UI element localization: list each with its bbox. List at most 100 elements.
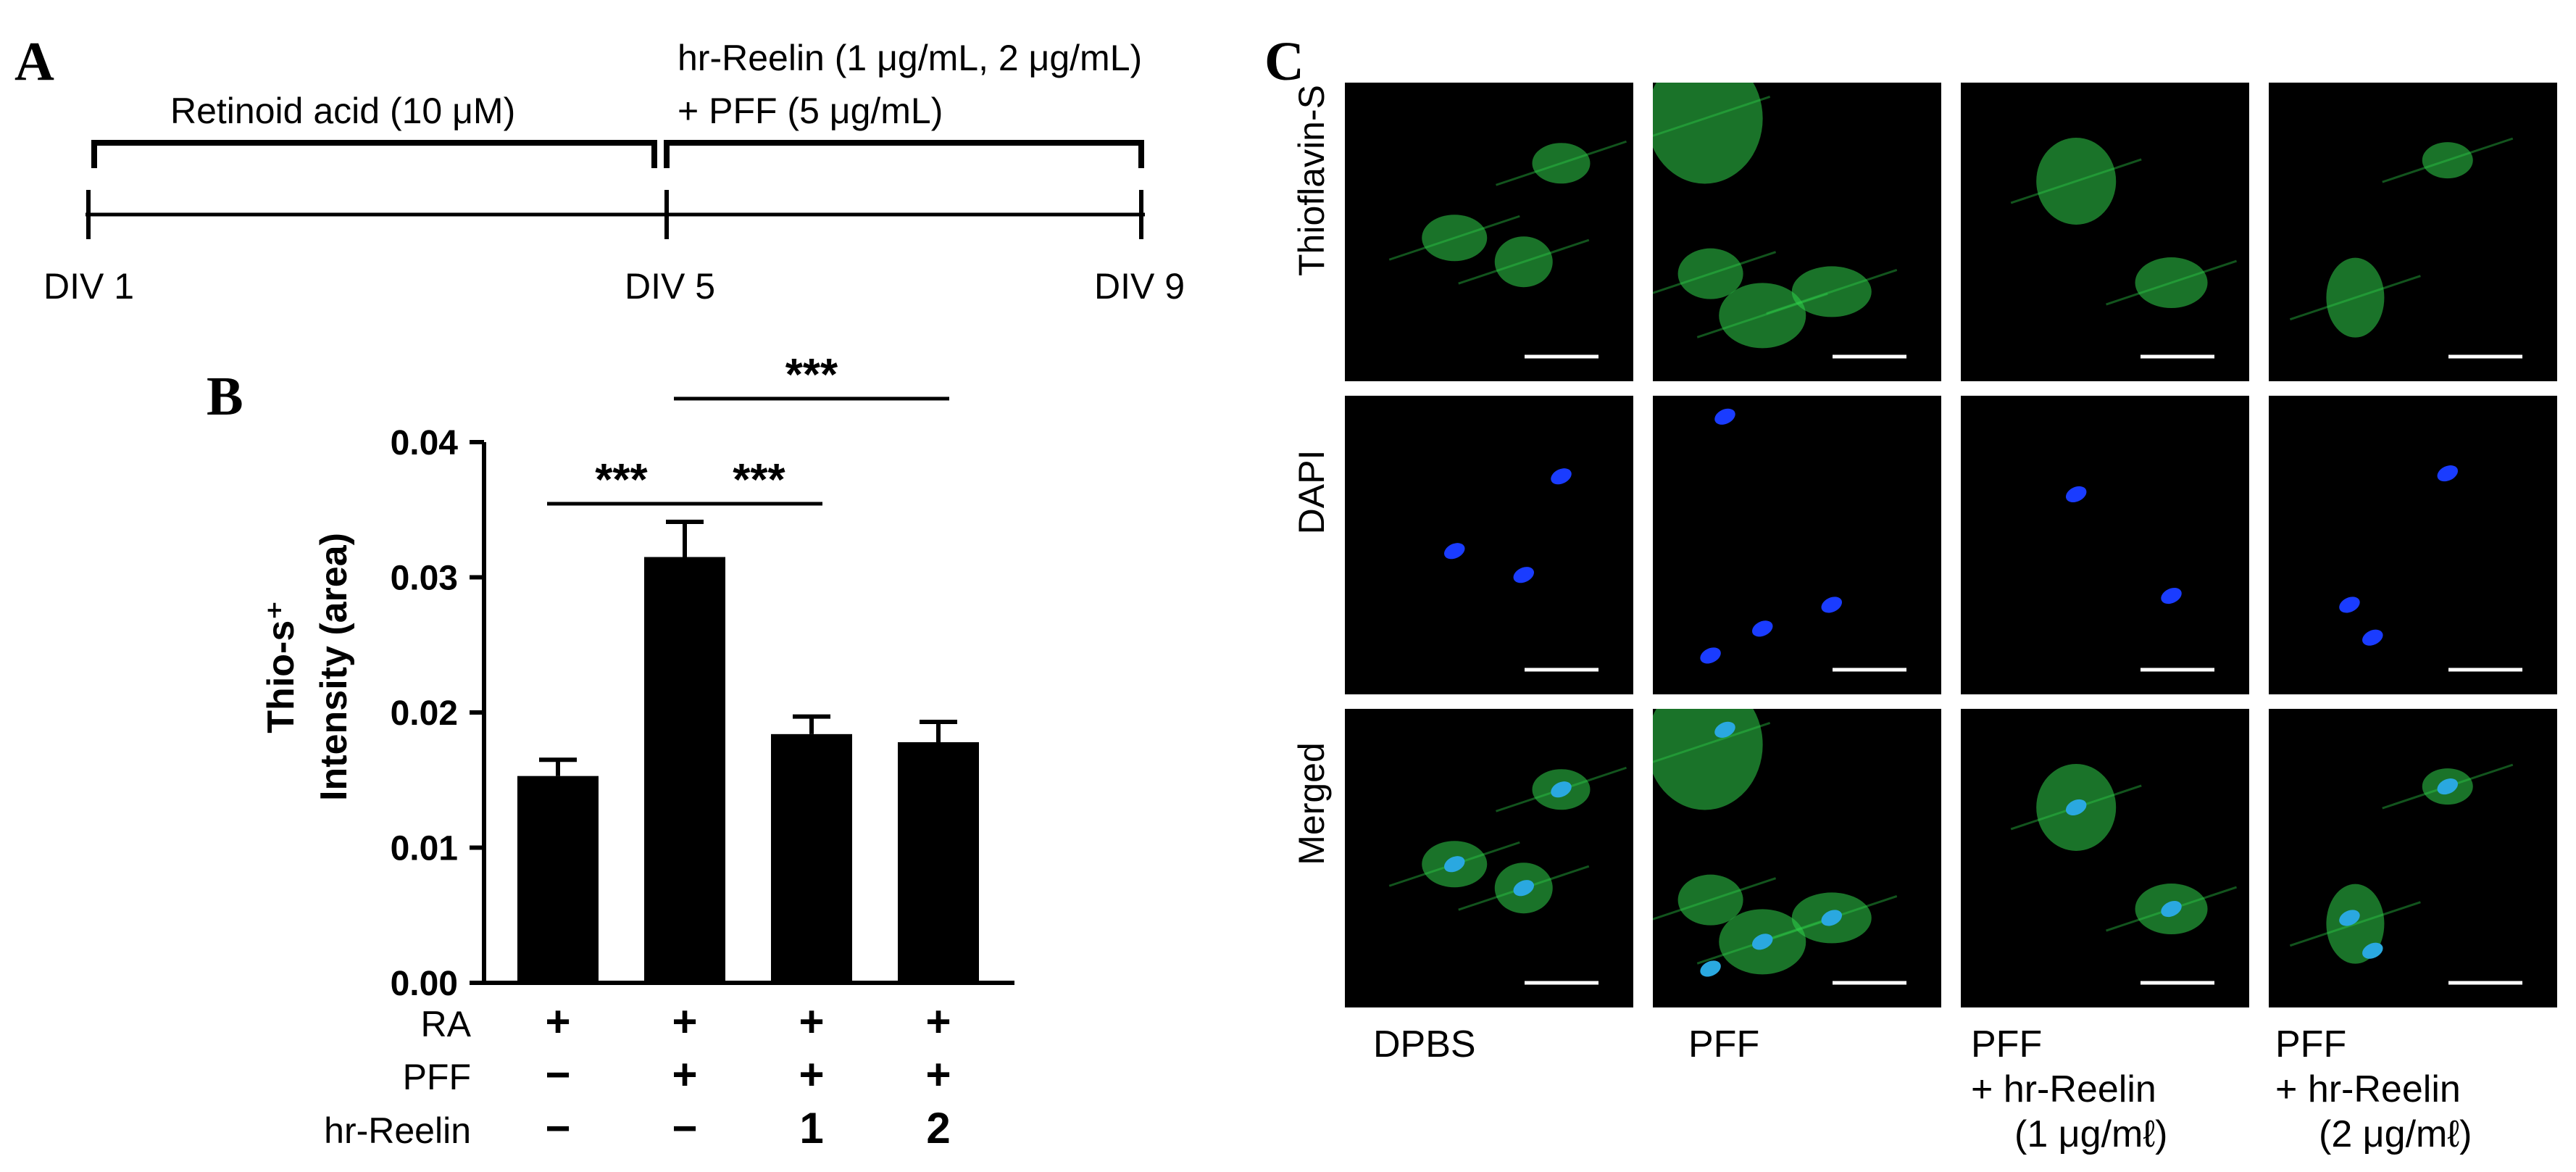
nucleus	[1752, 934, 1773, 950]
tick-label-div1: DIV 1	[43, 266, 134, 307]
cell-body	[2422, 142, 2473, 179]
condition-mark: −	[545, 1104, 570, 1152]
nucleus	[2362, 629, 2383, 646]
nucleus	[2437, 465, 2458, 482]
ra-label: Retinoid acid (10 μM)	[170, 91, 515, 131]
neurite	[1458, 238, 1590, 285]
nucleus	[1444, 856, 1465, 873]
micrograph-grid	[1345, 83, 2557, 1007]
col-label-pff: PFF	[1688, 1023, 1760, 1065]
condition-row-label-hr-reelin: hr-Reelin	[324, 1110, 471, 1151]
col-label-dpbs: DPBS	[1373, 1023, 1476, 1065]
significance-stars: ***	[595, 455, 648, 505]
micrograph-image	[1653, 83, 1906, 359]
micrograph-thioflavin	[1961, 83, 2249, 381]
cell-body	[1422, 215, 1488, 262]
nucleus	[2065, 799, 2087, 816]
nucleus	[1551, 468, 1572, 485]
micrograph-dapi	[2269, 396, 2557, 694]
neurite	[1653, 722, 1771, 763]
row-label-thioflavin: Thioflavin-S	[1291, 85, 1332, 276]
panel-c-letter: C	[1264, 31, 1304, 87]
micrograph-image	[1388, 140, 1627, 359]
micrograph-dapi	[1345, 396, 1633, 694]
cell-body	[1677, 874, 1743, 926]
nucleus	[1700, 960, 1721, 977]
neurite	[1653, 877, 1777, 920]
nucleus	[1821, 910, 1842, 926]
tick-label-div5: DIV 5	[625, 266, 715, 307]
nucleus	[1551, 781, 1572, 798]
bar	[644, 557, 725, 983]
treatment-bracket	[664, 140, 1144, 168]
condition-mark: 2	[926, 1104, 950, 1152]
y-axis-label-line1: Thio-s⁺	[260, 600, 302, 733]
significance-stars: ***	[785, 350, 838, 400]
micrograph-dapi	[1961, 396, 2249, 694]
neurite	[1653, 251, 1777, 294]
y-tick-label: 0.00	[391, 965, 458, 1003]
micrograph-merged	[1961, 709, 2249, 1007]
condition-mark: +	[925, 1050, 951, 1099]
cell-body	[1653, 709, 1763, 810]
condition-row-label-pff: PFF	[403, 1057, 471, 1097]
condition-mark: +	[799, 997, 824, 1046]
significance-stars: ***	[733, 455, 785, 505]
col-label-pff-reelin-1: PFF + hr-Reelin (1 μg/mℓ)	[1971, 1023, 2168, 1155]
micrograph-merged	[1345, 709, 1633, 1007]
micrograph-image	[1388, 766, 1627, 985]
neurite	[1766, 268, 1898, 315]
micrograph-merged	[1653, 709, 1941, 1007]
micrograph-image	[1653, 709, 1906, 985]
neurite	[1496, 140, 1627, 186]
micrograph-thioflavin	[1653, 83, 1941, 381]
condition-mark: +	[799, 1050, 824, 1099]
micrograph-image	[2010, 763, 2238, 985]
y-tick-label: 0.03	[391, 560, 458, 598]
nucleus	[1821, 597, 1842, 613]
y-tick-label: 0.02	[391, 694, 458, 733]
y-tick-label: 0.01	[391, 830, 458, 868]
cell-body	[1791, 266, 1872, 317]
neurite	[2382, 137, 2514, 183]
cell-body	[2326, 884, 2385, 964]
cell-body	[1677, 248, 1743, 299]
panel-a-letter: A	[14, 31, 54, 92]
panel-c-letter-wrap: C	[1264, 31, 1304, 87]
y-tick-label: 0.04	[391, 424, 459, 462]
nucleus	[1714, 721, 1735, 738]
micrograph-image	[2289, 763, 2522, 985]
col-label-pff-reelin-2: PFF + hr-Reelin (2 μg/mℓ)	[2275, 1023, 2472, 1155]
micrograph-thioflavin	[2269, 83, 2557, 381]
condition-mark: −	[545, 1050, 570, 1099]
nucleus	[2362, 942, 2383, 959]
nucleus	[2437, 778, 2458, 795]
nucleus	[1700, 647, 1721, 664]
row-label-dapi: DAPI	[1291, 449, 1332, 535]
neurite	[2106, 259, 2238, 306]
tick-label-div9: DIV 9	[1094, 266, 1185, 307]
micrograph-image	[2339, 465, 2522, 672]
ra-bracket	[91, 140, 657, 168]
nucleus	[2065, 486, 2087, 503]
condition-mark: +	[672, 1050, 697, 1099]
treatment-label-1: hr-Reelin (1 μg/mL, 2 μg/mL)	[678, 38, 1142, 78]
micrograph-thioflavin	[1345, 83, 1633, 381]
row-label-merged: Merged	[1291, 742, 1332, 865]
micrograph-dapi	[1653, 396, 1941, 694]
cell-body	[1532, 143, 1591, 184]
condition-mark: −	[672, 1104, 697, 1152]
y-axis-label-line2: Intensity (area)	[313, 533, 355, 801]
cell-body	[1719, 283, 1806, 349]
condition-mark: +	[672, 997, 697, 1046]
panel-b-letter: B	[207, 366, 243, 427]
treatment-label-2: + PFF (5 μg/mL)	[678, 91, 943, 131]
bar	[771, 733, 852, 983]
nucleus	[1513, 880, 1534, 897]
neurite	[2010, 158, 2142, 204]
condition-mark: 1	[799, 1104, 823, 1152]
neurite	[2289, 275, 2421, 321]
panel-b-bar-chart: B Thio-s⁺ Intensity (area) 0.00 0.01 0.02 0…	[207, 350, 1014, 1152]
micrograph-merged	[2269, 709, 2557, 1007]
micrograph-image	[1444, 468, 1598, 672]
